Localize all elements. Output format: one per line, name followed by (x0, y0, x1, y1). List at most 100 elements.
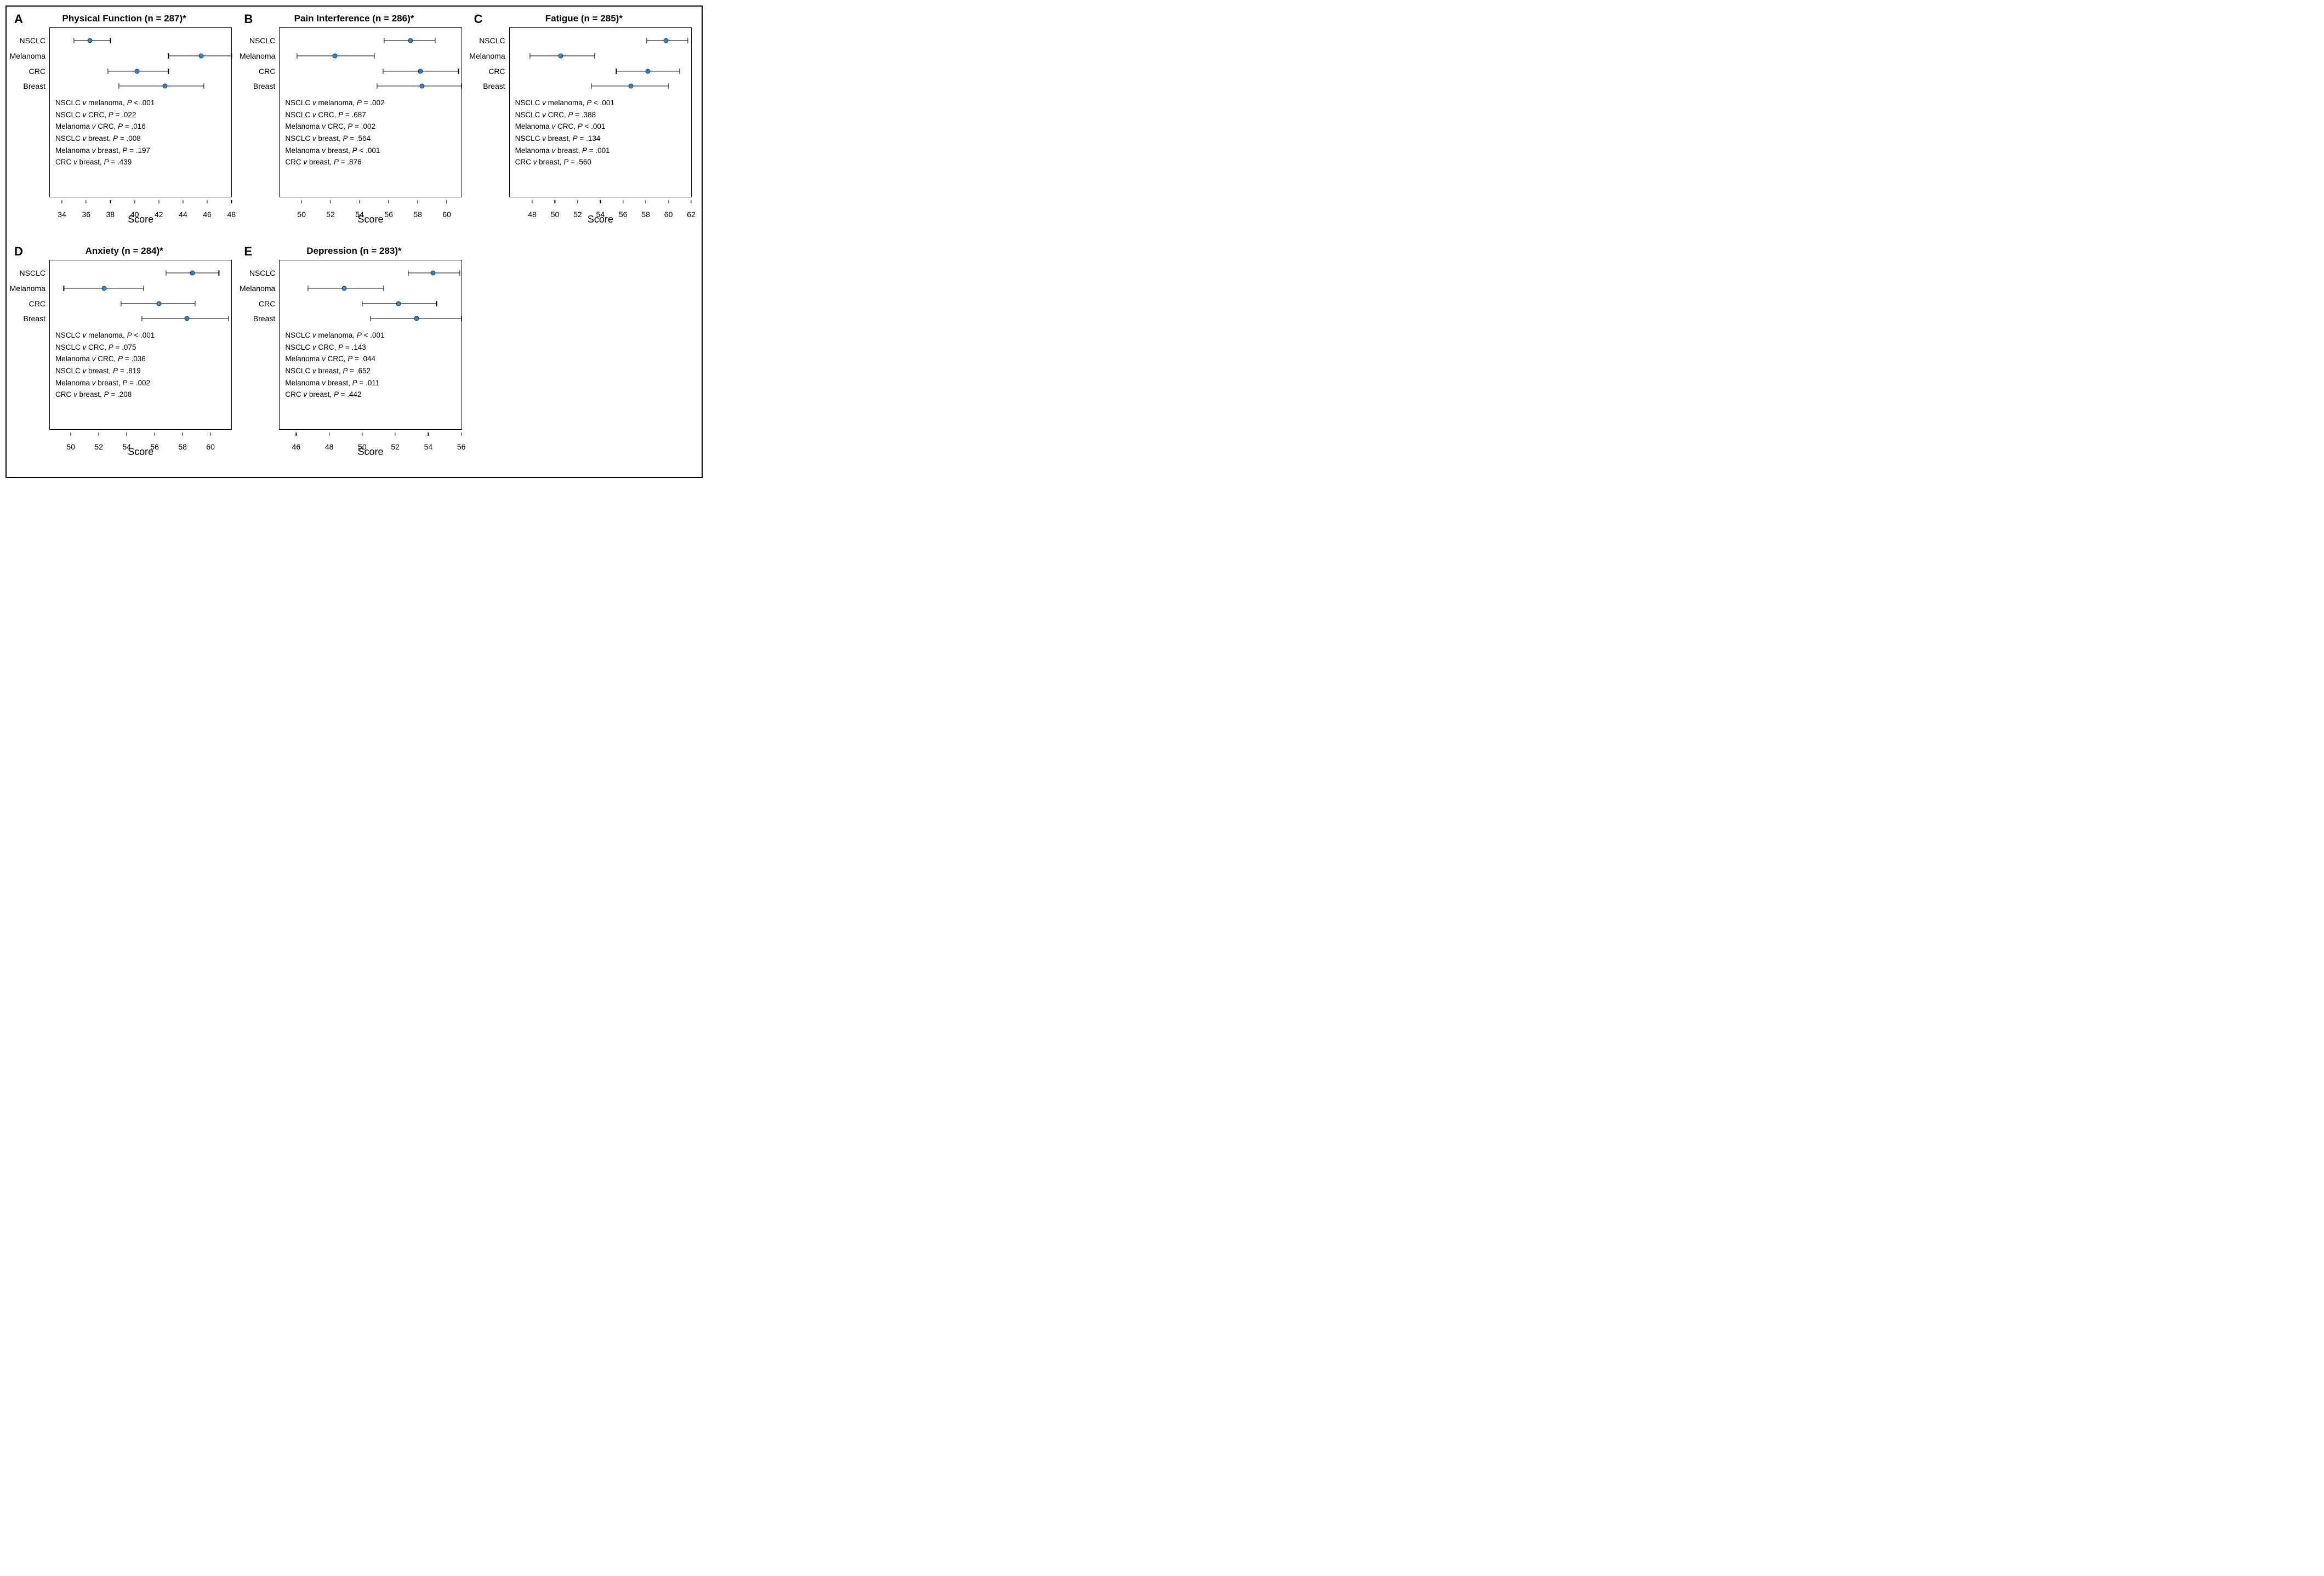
pvalue-op: = (578, 134, 586, 143)
italic-v: v (92, 379, 96, 387)
italic-p: P (113, 367, 118, 375)
data-point (420, 84, 425, 89)
pvalue-op: < (132, 331, 140, 339)
pvalue-op: = (113, 343, 122, 351)
x-axis-title: Score (49, 446, 232, 458)
y-label: Breast (483, 82, 505, 90)
italic-v: v (312, 331, 316, 339)
error-bar (119, 86, 204, 87)
pvalue-op: = (109, 390, 117, 399)
data-point (199, 53, 204, 58)
p-value-line: NSCLC v melanoma, P < .001 (55, 329, 155, 342)
pvalue-pair-right: breast, (86, 367, 113, 375)
y-label: CRC (29, 67, 45, 76)
y-axis-labels: NSCLCMelanomaCRCBreast (10, 28, 48, 197)
y-axis-labels: NSCLCMelanomaCRCBreast (10, 260, 48, 429)
x-tick (428, 433, 429, 436)
x-tick-label: 58 (178, 442, 187, 451)
pvalue-pair-right: breast, (316, 367, 343, 375)
italic-v: v (542, 111, 546, 119)
x-tick-label: 36 (82, 210, 90, 219)
x-tick (461, 433, 462, 436)
y-label: CRC (488, 67, 505, 76)
plot-area: NSCLCMelanomaCRCBreastNSCLC v melanoma, … (279, 260, 462, 430)
pvalue-pair-left: NSCLC (55, 111, 83, 119)
error-bar-cap (307, 286, 308, 291)
pvalue-number: .652 (356, 367, 371, 375)
x-tick-label: 46 (292, 442, 301, 451)
pvalue-pair-left: NSCLC (285, 111, 312, 119)
panel-letter: E (244, 244, 252, 259)
p-values-block: NSCLC v melanoma, P = .002NSCLC v CRC, P… (285, 97, 384, 168)
p-value-line: Melanoma v breast, P = .197 (55, 145, 155, 157)
panel-title: Fatigue (n = 285)* (471, 13, 697, 24)
italic-p: P (109, 343, 113, 351)
p-values-block: NSCLC v melanoma, P < .001NSCLC v CRC, P… (515, 97, 614, 168)
error-bar-cap (370, 316, 371, 321)
error-bar-cap (142, 316, 143, 321)
p-values-block: NSCLC v melanoma, P < .001NSCLC v CRC, P… (55, 97, 155, 168)
data-point (396, 301, 401, 306)
pvalue-op: = (352, 122, 361, 130)
error-bar-cap (384, 38, 385, 43)
panel-title: Physical Function (n = 287)* (11, 13, 237, 24)
y-label: Breast (253, 82, 275, 90)
pvalue-number: .002 (136, 379, 150, 387)
italic-v: v (92, 122, 96, 130)
y-label: NSCLC (479, 36, 505, 45)
panel-b: BPain Interference (n = 286)*NSCLCMelano… (241, 11, 467, 240)
x-tick-label: 34 (58, 210, 66, 219)
pvalue-pair-left: CRC (55, 390, 73, 399)
pvalue-number: .442 (347, 390, 361, 399)
pvalue-pair-left: NSCLC (515, 99, 543, 107)
p-value-line: NSCLC v breast, P = .652 (285, 365, 384, 377)
p-value-line: NSCLC v melanoma, P < .001 (515, 97, 614, 109)
pvalue-pair-left: NSCLC (55, 367, 83, 375)
x-tick-label: 58 (641, 210, 650, 219)
p-value-line: Melanoma v CRC, P = .016 (55, 121, 155, 133)
pvalue-op: = (587, 146, 595, 155)
data-point (431, 271, 436, 276)
x-tick (134, 200, 135, 203)
pvalue-number: .208 (117, 390, 132, 399)
p-value-line: Melanoma v CRC, P = .036 (55, 353, 155, 365)
italic-p: P (573, 134, 578, 143)
italic-p: P (109, 111, 113, 119)
pvalue-number: .022 (122, 111, 136, 119)
pvalue-pair-left: CRC (285, 158, 303, 166)
pvalue-op: < (357, 146, 366, 155)
error-bar-cap (143, 286, 144, 291)
data-point (629, 84, 634, 89)
data-point (341, 286, 346, 291)
x-tick-label: 56 (619, 210, 628, 219)
x-tick-label: 50 (66, 442, 75, 451)
italic-v: v (312, 99, 316, 107)
italic-p: P (118, 355, 123, 363)
x-tick-label: 52 (326, 210, 335, 219)
pvalue-op: = (118, 134, 126, 143)
plot-area: NSCLCMelanomaCRCBreastNSCLC v melanoma, … (49, 27, 232, 197)
pvalue-pair-right: breast, (316, 134, 343, 143)
x-tick-label: 42 (155, 210, 163, 219)
pvalue-pair-right: breast, (77, 158, 104, 166)
pvalue-number: .008 (126, 134, 140, 143)
pvalue-pair-left: NSCLC (55, 343, 83, 351)
x-tick (600, 200, 601, 203)
data-point (184, 316, 189, 321)
error-bar-cap (408, 270, 409, 276)
panel-title: Pain Interference (n = 286)* (241, 13, 467, 24)
error-bar-cap (110, 38, 111, 43)
error-bar-cap (459, 270, 460, 276)
error-bar-cap (668, 83, 669, 89)
pvalue-pair-right: melanoma, (86, 331, 127, 339)
pvalue-pair-left: Melanoma (285, 355, 322, 363)
p-value-line: NSCLC v breast, P = .819 (55, 365, 155, 377)
y-label: NSCLC (249, 269, 275, 277)
pvalue-op: = (339, 158, 347, 166)
pvalue-pair-left: NSCLC (55, 99, 83, 107)
p-values-block: NSCLC v melanoma, P < .001NSCLC v CRC, P… (55, 329, 155, 401)
data-point (408, 38, 413, 43)
pvalue-pair-right: CRC, (316, 343, 339, 351)
italic-p: P (122, 379, 127, 387)
pvalue-pair-left: NSCLC (55, 331, 83, 339)
